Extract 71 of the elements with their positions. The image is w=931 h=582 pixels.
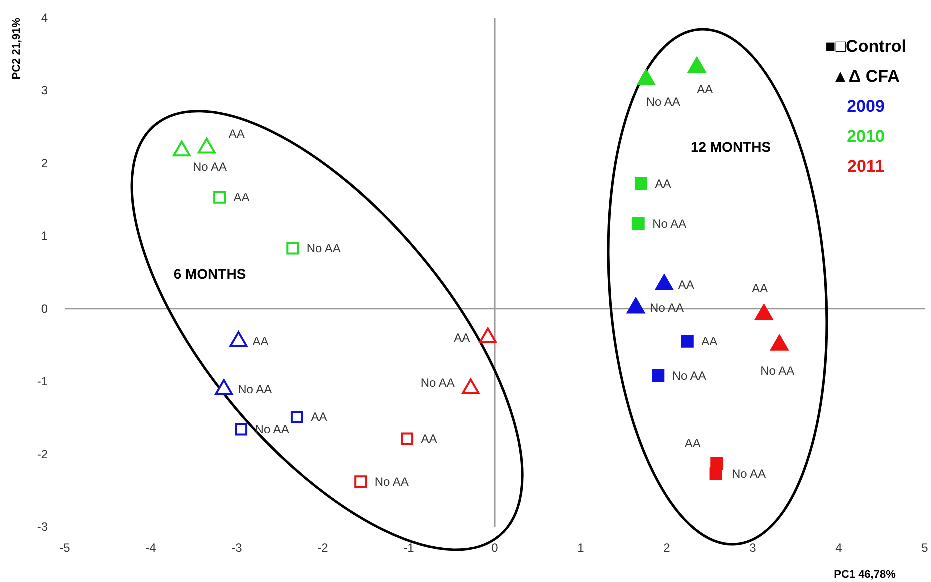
point [215, 379, 234, 396]
point [652, 370, 665, 382]
data-label: No AA [255, 422, 290, 437]
point [172, 140, 191, 157]
point [462, 378, 480, 394]
annotation: ■□Control [826, 37, 906, 56]
x-tick-label: 4 [836, 541, 843, 555]
point [770, 335, 789, 351]
data-label: AA [678, 278, 694, 292]
data-label: AA [655, 176, 672, 191]
data-label: AA [311, 410, 328, 424]
data-label: No AA [760, 364, 795, 378]
y-axis-title: PC2 21,91% [11, 18, 23, 80]
x-tick-label: -5 [60, 541, 71, 555]
text: 2010 [847, 127, 885, 146]
point [235, 423, 248, 436]
annotation: 6 MONTHS [174, 266, 246, 282]
data-label: No AA [192, 160, 227, 174]
data-label: AA [421, 432, 438, 446]
point [655, 274, 674, 290]
x-tick-label: 5 [922, 541, 929, 555]
point [627, 298, 646, 314]
data-label: No AA [306, 242, 341, 256]
x-tick-label: -4 [146, 541, 157, 555]
point [290, 410, 304, 424]
point [479, 328, 498, 344]
annotation: 12 MONTHS [690, 139, 772, 155]
point [198, 138, 216, 154]
data-label: AA [684, 436, 701, 451]
y-tick-label: -2 [37, 447, 48, 462]
data-label: AA [234, 190, 250, 205]
x-tick-label: -3 [232, 541, 243, 555]
point [710, 468, 722, 480]
y-tick-label: 3 [41, 84, 48, 98]
data-label: No AA [238, 382, 272, 397]
data-label: No AA [650, 301, 684, 316]
data-label: No AA [732, 466, 766, 481]
data-label: AA [454, 330, 470, 345]
y-tick-label: 0 [41, 302, 48, 316]
point [681, 335, 694, 348]
x-tick-label: 0 [492, 541, 499, 555]
data-label: No AA [420, 376, 455, 390]
text: 2011 [848, 157, 884, 176]
point [688, 57, 706, 74]
x-tick-label: 1 [578, 541, 585, 555]
x-tick-label: -1 [404, 541, 415, 555]
point [637, 70, 656, 86]
text: 2009 [847, 97, 885, 116]
data-label: No AA [374, 474, 409, 489]
data-label: AA [702, 334, 718, 349]
point [401, 432, 414, 446]
data-label: AA [697, 82, 714, 96]
data-label: No AA [652, 216, 687, 231]
x-tick-label: 3 [750, 541, 757, 555]
y-tick-label: 1 [41, 229, 48, 244]
data-label: AA [252, 334, 269, 349]
annotation: ▲Δ CFA [832, 67, 900, 86]
x-tick-label: -2 [318, 541, 329, 555]
data-label: No AA [672, 368, 706, 383]
point [230, 331, 248, 348]
data-label: No AA [646, 94, 680, 109]
data-label: AA [228, 127, 245, 142]
y-tick-label: -3 [37, 520, 48, 534]
y-tick-label: 4 [41, 11, 48, 25]
y-tick-label: -1 [37, 374, 48, 389]
point [755, 304, 774, 320]
y-tick-label: 2 [41, 156, 48, 170]
point [354, 476, 368, 488]
x-tick-label: 2 [664, 541, 671, 555]
data-label: AA [752, 282, 768, 296]
x-axis-title: PC1 46,78% [834, 569, 896, 581]
